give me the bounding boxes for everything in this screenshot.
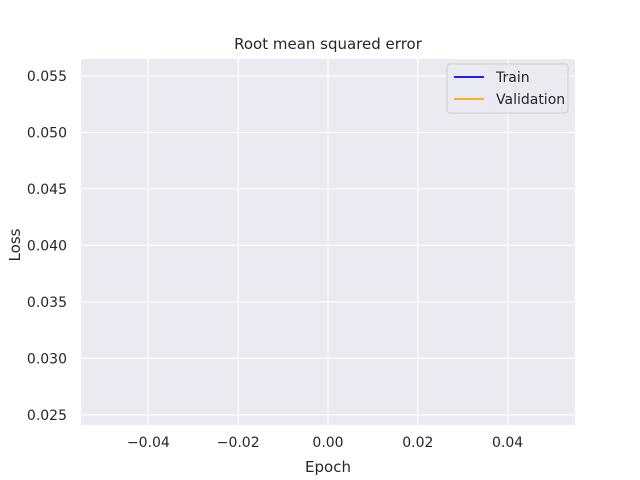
- legend-validation-label: Validation: [496, 92, 565, 108]
- y-tick-labels: 0.025 0.030 0.035 0.040 0.045 0.050 0.055: [27, 69, 67, 424]
- x-tick-label: 0.04: [492, 435, 523, 451]
- grid-lines: [81, 59, 575, 425]
- chart-title: Root mean squared error: [234, 35, 423, 53]
- x-tick-label: 0.02: [402, 435, 433, 451]
- legend-train-label: Train: [495, 70, 530, 86]
- x-tick-labels: −0.04 −0.02 0.00 0.02 0.04: [127, 435, 523, 451]
- y-tick-label: 0.035: [27, 295, 67, 311]
- y-tick-label: 0.040: [27, 238, 67, 254]
- x-tick-label: 0.00: [312, 435, 343, 451]
- y-tick-label: 0.050: [27, 125, 67, 141]
- legend: Train Validation: [446, 63, 569, 114]
- y-tick-label: 0.045: [27, 182, 67, 198]
- x-tick-label: −0.04: [127, 435, 170, 451]
- y-axis-label: Loss: [6, 228, 24, 261]
- y-tick-label: 0.030: [27, 351, 67, 367]
- x-axis-label: Epoch: [305, 458, 351, 476]
- y-tick-label: 0.055: [27, 69, 67, 85]
- y-tick-label: 0.025: [27, 408, 67, 424]
- x-tick-label: −0.02: [217, 435, 260, 451]
